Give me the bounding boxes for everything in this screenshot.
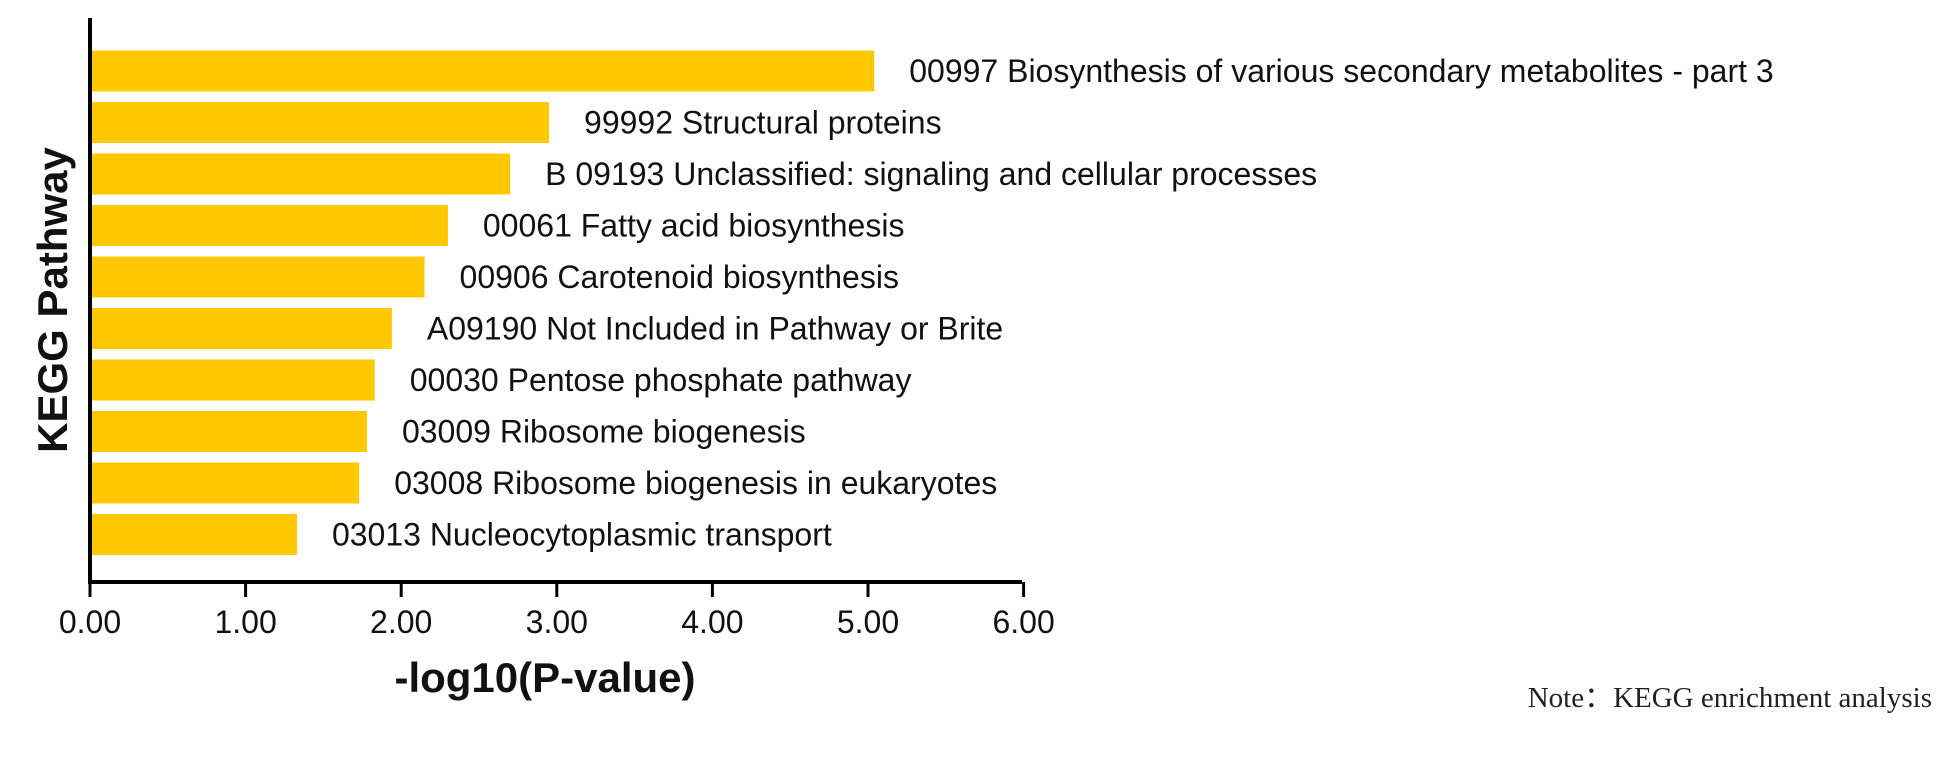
x-tick-label: 6.00 (992, 604, 1054, 640)
bar-labels-group: 00997 Biosynthesis of various secondary … (332, 53, 1774, 553)
x-tick-label: 4.00 (681, 604, 743, 640)
bar (90, 308, 392, 349)
x-tick-label: 0.00 (59, 604, 121, 640)
bar-label: 03013 Nucleocytoplasmic transport (332, 517, 832, 553)
bar-label: A09190 Not Included in Pathway or Brite (427, 311, 1003, 347)
bar (90, 359, 375, 401)
x-axis-title: -log10(P-value) (394, 654, 695, 701)
bar (90, 102, 550, 143)
bar (90, 256, 425, 298)
bar (90, 462, 360, 504)
y-axis-title: KEGG Pathway (29, 146, 76, 452)
bar (90, 205, 448, 246)
bar-label: 00997 Biosynthesis of various secondary … (909, 53, 1773, 89)
bar (90, 514, 297, 555)
bar-label: 00030 Pentose phosphate pathway (410, 362, 912, 398)
bar-label: 00061 Fatty acid biosynthesis (483, 208, 905, 244)
bars-group (90, 50, 875, 555)
bar-label: 03008 Ribosome biogenesis in eukaryotes (394, 465, 997, 501)
x-tick-label: 3.00 (526, 604, 588, 640)
bar-label: B 09193 Unclassified: signaling and cell… (545, 156, 1317, 192)
bar (90, 50, 875, 92)
x-ticks-group: 0.00 1.00 2.00 3.00 4.00 5.00 6.00 (59, 582, 1055, 640)
bar-label: 03009 Ribosome biogenesis (402, 414, 806, 450)
bar (90, 153, 511, 195)
bar-label: 99992 Structural proteins (584, 105, 942, 141)
bar (90, 411, 367, 452)
x-tick-label: 2.00 (370, 604, 432, 640)
note-text: Note：KEGG enrichment analysis (1528, 682, 1932, 714)
x-tick-label: 1.00 (214, 604, 276, 640)
x-tick-label: 5.00 (837, 604, 899, 640)
bar-label: 00906 Carotenoid biosynthesis (460, 259, 899, 295)
